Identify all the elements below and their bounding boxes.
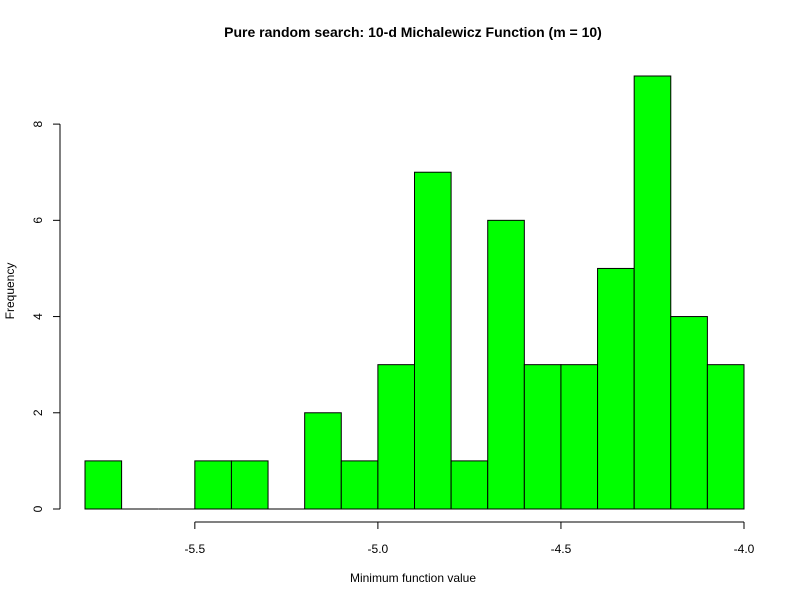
- x-tick-label: -5.5: [184, 542, 205, 556]
- histogram-bar: [670, 316, 708, 510]
- x-axis-label: Minimum function value: [350, 571, 476, 585]
- y-tick-label: 2: [31, 409, 45, 416]
- x-tick-label: -4.0: [734, 542, 755, 556]
- histogram-bar: [523, 364, 562, 510]
- histogram-bar: [487, 219, 525, 510]
- histogram-bar: [194, 460, 232, 510]
- histogram-bar: [304, 412, 342, 510]
- y-tick-label: 0: [31, 505, 45, 512]
- y-tick-label: 8: [31, 120, 45, 127]
- histogram-bar: [84, 460, 123, 510]
- y-tick-label: 4: [31, 313, 45, 320]
- histogram-bar: [633, 75, 672, 510]
- histogram-bar: [597, 267, 635, 510]
- histogram-bar: [560, 364, 599, 510]
- y-axis-label: Frequency: [3, 263, 17, 320]
- bars: [84, 75, 745, 510]
- x-axis: -5.5 -5.0 -4.5 -4.0: [184, 521, 755, 556]
- y-tick-label: 6: [31, 217, 45, 224]
- y-axis: 0 2 4 6 8: [31, 120, 61, 512]
- histogram-bar: [450, 460, 489, 510]
- histogram-bar: [230, 460, 269, 510]
- x-tick-label: -5.0: [368, 542, 389, 556]
- chart-title: Pure random search: 10-d Michalewicz Fun…: [224, 24, 602, 40]
- histogram-bar: [340, 460, 379, 510]
- histogram-bar: [377, 364, 415, 510]
- x-tick-label: -4.5: [551, 542, 572, 556]
- histogram-bar: [706, 364, 745, 510]
- histogram-bar: [414, 171, 452, 510]
